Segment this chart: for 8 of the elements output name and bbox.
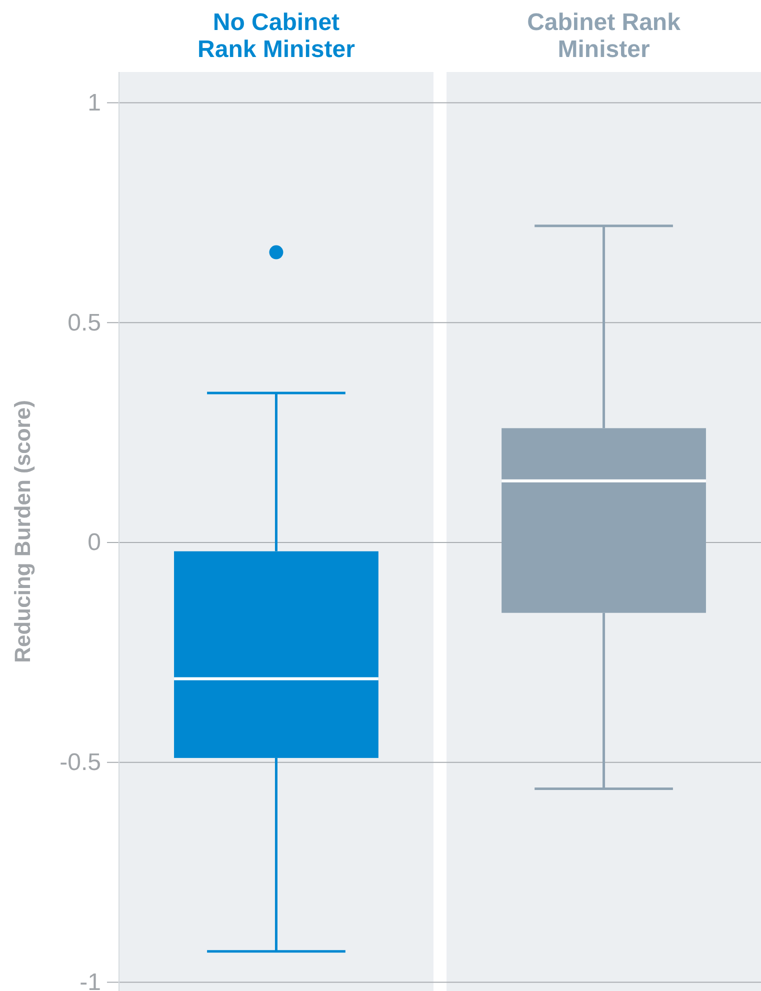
y-tick-label: -0.5 <box>60 749 101 776</box>
y-tick-label: -1 <box>80 968 101 991</box>
x-tick-label: No Cabinet Rank Minister <box>198 9 355 63</box>
y-tick-label: 0 <box>88 529 101 556</box>
y-axis-title: Reducing Burden (score) <box>10 400 35 663</box>
y-tick-label: 0.5 <box>68 309 101 336</box>
x-tick-label: Cabinet Rank Minister <box>527 9 682 63</box>
y-tick-label: 1 <box>88 89 101 116</box>
